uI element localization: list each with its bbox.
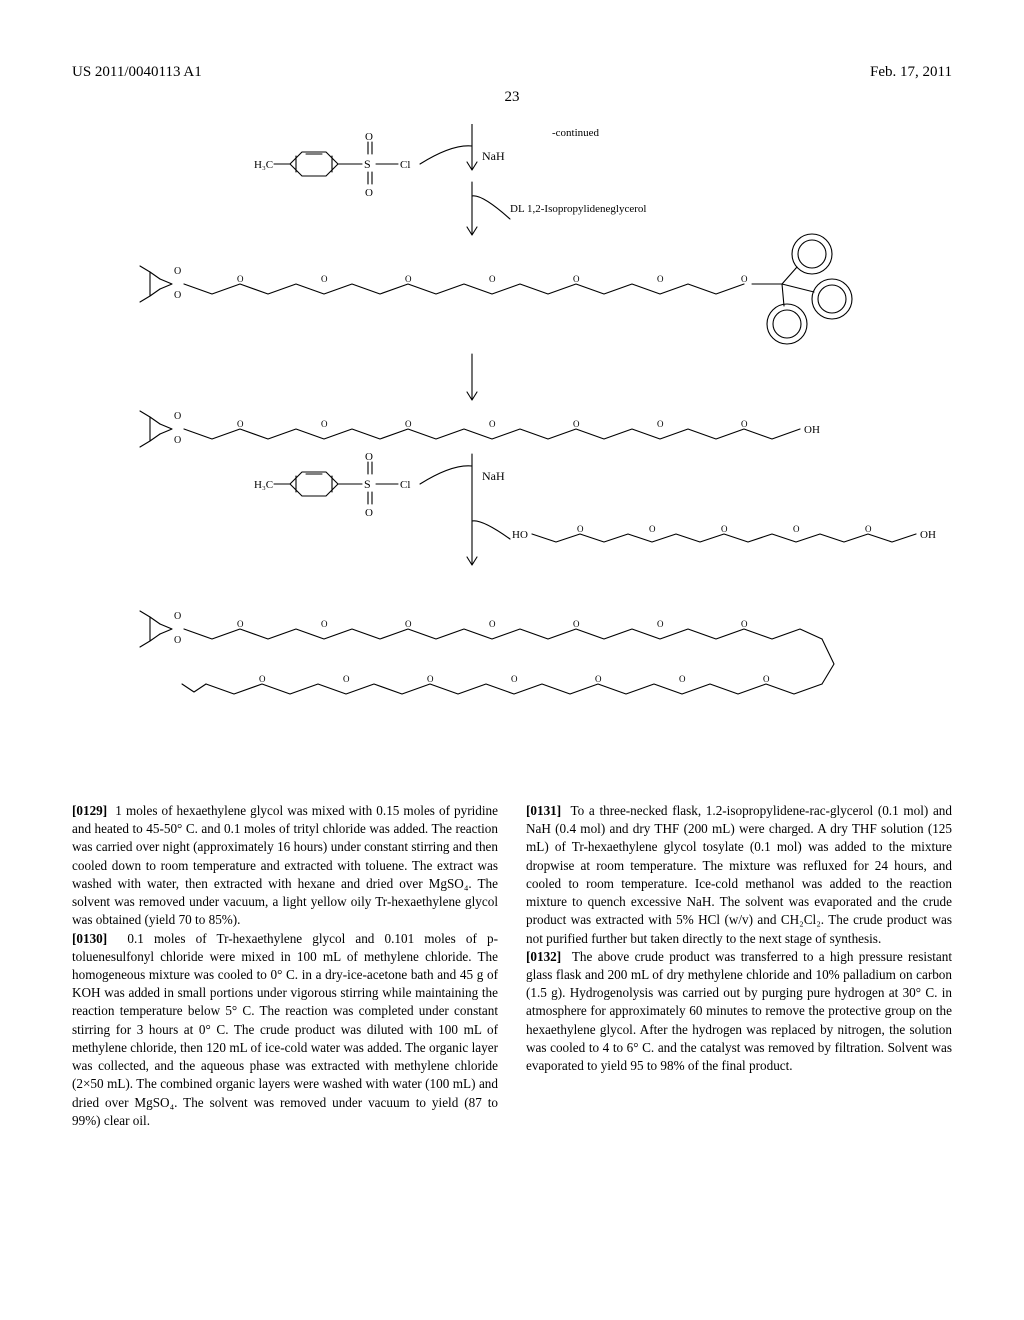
svg-text:O: O — [365, 507, 373, 519]
svg-text:O: O — [237, 619, 244, 629]
svg-text:O: O — [657, 274, 664, 284]
svg-text:O: O — [237, 419, 244, 429]
final-product: O O O O O O O O O O O O O O O — [140, 611, 834, 694]
svg-text:O: O — [174, 290, 181, 301]
svg-text:HO: HO — [512, 529, 528, 541]
para-text-0132: The above crude product was transferred … — [526, 949, 952, 1073]
tosyl-chloride-mid: H₃C S O O Cl — [254, 451, 410, 519]
svg-text:H₃C: H₃C — [254, 159, 273, 171]
svg-text:O: O — [741, 619, 748, 629]
svg-text:OH: OH — [804, 424, 820, 436]
para-0132: [0132] The above crude product was trans… — [526, 948, 952, 1076]
svg-text:O: O — [577, 524, 584, 534]
svg-text:O: O — [573, 419, 580, 429]
svg-text:O: O — [174, 611, 181, 622]
reaction-scheme: -continued H₃C S O O — [72, 124, 952, 784]
page-number: 23 — [72, 89, 952, 106]
svg-text:O: O — [679, 674, 686, 684]
svg-text:O: O — [573, 274, 580, 284]
svg-text:O: O — [649, 524, 656, 534]
svg-text:S: S — [364, 157, 371, 171]
svg-text:O: O — [489, 619, 496, 629]
svg-text:S: S — [364, 477, 371, 491]
page-header: US 2011/0040113 A1 Feb. 17, 2011 — [72, 64, 952, 81]
para-text-0131: To a three-necked flask, 1.2-isopropylid… — [526, 803, 952, 946]
svg-text:O: O — [174, 635, 181, 646]
continued-text: -continued — [552, 127, 600, 139]
svg-text:O: O — [343, 674, 350, 684]
nah-label-1: NaH — [482, 149, 505, 163]
header-left: US 2011/0040113 A1 — [72, 64, 202, 81]
svg-text:O: O — [237, 274, 244, 284]
svg-text:O: O — [365, 451, 373, 463]
para-num-0130: [0130] — [72, 931, 107, 946]
svg-text:O: O — [174, 435, 181, 446]
svg-text:O: O — [763, 674, 770, 684]
svg-text:O: O — [657, 619, 664, 629]
svg-text:O: O — [511, 674, 518, 684]
left-column: [0129] 1 moles of hexaethylene glycol wa… — [72, 802, 498, 1130]
svg-text:O: O — [865, 524, 872, 534]
para-num-0131: [0131] — [526, 803, 561, 818]
svg-text:O: O — [321, 274, 328, 284]
svg-text:O: O — [321, 619, 328, 629]
product-trityl: O O O O O O O O O — [140, 234, 852, 344]
svg-text:O: O — [721, 524, 728, 534]
svg-text:O: O — [657, 419, 664, 429]
svg-text:O: O — [741, 274, 748, 284]
nah-label-2: NaH — [482, 469, 505, 483]
scheme-svg: -continued H₃C S O O — [72, 124, 952, 784]
svg-text:O: O — [489, 419, 496, 429]
svg-text:O: O — [405, 274, 412, 284]
svg-text:O: O — [365, 187, 373, 199]
para-text-0129: 1 moles of hexaethylene glycol was mixed… — [72, 803, 498, 927]
svg-text:Cl: Cl — [400, 479, 410, 491]
glycerol-label: DL 1,2-Isopropylideneglycerol — [510, 203, 646, 215]
svg-text:O: O — [595, 674, 602, 684]
text-columns: [0129] 1 moles of hexaethylene glycol wa… — [72, 802, 952, 1130]
svg-text:O: O — [741, 419, 748, 429]
svg-text:O: O — [365, 131, 373, 143]
svg-text:O: O — [793, 524, 800, 534]
svg-text:O: O — [489, 274, 496, 284]
para-0129: [0129] 1 moles of hexaethylene glycol wa… — [72, 802, 498, 930]
svg-text:O: O — [174, 411, 181, 422]
product-oh: O O O O O O O O O OH — [140, 411, 820, 447]
svg-text:O: O — [321, 419, 328, 429]
svg-text:OH: OH — [920, 529, 936, 541]
svg-text:Cl: Cl — [400, 159, 410, 171]
para-text-0130: 0.1 moles of Tr-hexaethylene glycol and … — [72, 931, 498, 1128]
svg-text:O: O — [573, 619, 580, 629]
para-0130: [0130] 0.1 moles of Tr-hexaethylene glyc… — [72, 930, 498, 1130]
para-0131: [0131] To a three-necked flask, 1.2-isop… — [526, 802, 952, 948]
header-right: Feb. 17, 2011 — [870, 64, 952, 81]
svg-text:O: O — [174, 266, 181, 277]
svg-text:O: O — [259, 674, 266, 684]
svg-text:O: O — [405, 419, 412, 429]
para-num-0132: [0132] — [526, 949, 561, 964]
hexaethylene-glycol-bottom: HO O O O O O OH — [512, 524, 936, 542]
svg-text:O: O — [405, 619, 412, 629]
svg-text:H₃C: H₃C — [254, 479, 273, 491]
svg-text:O: O — [427, 674, 434, 684]
para-num-0129: [0129] — [72, 803, 107, 818]
tosyl-chloride-top: H₃C S O O Cl — [254, 131, 410, 199]
right-column: [0131] To a three-necked flask, 1.2-isop… — [526, 802, 952, 1130]
